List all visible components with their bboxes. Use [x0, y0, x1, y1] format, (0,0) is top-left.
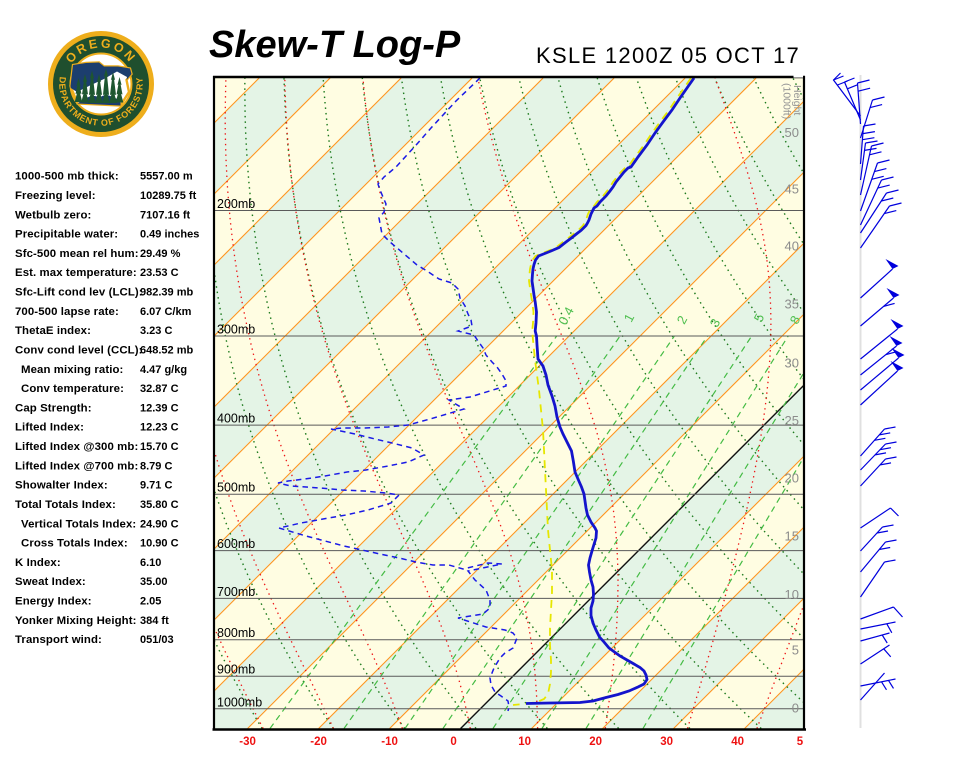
svg-text:25: 25 — [785, 413, 799, 428]
svg-text:982.39 mb: 982.39 mb — [140, 287, 193, 299]
svg-text:ThetaE index:: ThetaE index: — [15, 325, 91, 337]
svg-text:-30: -30 — [239, 736, 256, 748]
svg-text:Mean mixing ratio:: Mean mixing ratio: — [21, 364, 123, 376]
svg-text:Total Totals Index:: Total Totals Index: — [15, 499, 116, 511]
svg-text:45: 45 — [785, 182, 799, 197]
svg-text:Cap Strength:: Cap Strength: — [15, 402, 92, 414]
svg-text:10: 10 — [518, 736, 531, 748]
svg-text:12.23 C: 12.23 C — [140, 422, 179, 434]
svg-text:500mb: 500mb — [217, 481, 255, 495]
svg-text:1000-500 mb thick:: 1000-500 mb thick: — [15, 171, 119, 183]
svg-text:29.49 %: 29.49 % — [140, 248, 181, 260]
svg-text:Sweat Index:: Sweat Index: — [15, 576, 86, 588]
svg-text:40: 40 — [731, 736, 744, 748]
svg-text:10289.75 ft: 10289.75 ft — [140, 190, 197, 202]
svg-text:200mb: 200mb — [217, 197, 255, 211]
svg-text:35: 35 — [785, 297, 799, 312]
svg-text:Freezing level:: Freezing level: — [15, 190, 96, 202]
svg-text:300mb: 300mb — [217, 323, 255, 337]
svg-text:Lifted Index:: Lifted Index: — [15, 422, 84, 434]
svg-text:Lifted Index @300 mb:: Lifted Index @300 mb: — [15, 441, 138, 453]
svg-text:Skew-T Log-P: Skew-T Log-P — [209, 24, 461, 66]
svg-text:Precipitable water:: Precipitable water: — [15, 229, 118, 241]
svg-text:Yonker Mixing Height:: Yonker Mixing Height: — [15, 615, 137, 627]
svg-text:Lifted Index @700 mb:: Lifted Index @700 mb: — [15, 460, 138, 472]
svg-text:Height: Height — [791, 85, 803, 115]
svg-text:20: 20 — [785, 471, 799, 486]
svg-text:8.79 C: 8.79 C — [140, 460, 172, 472]
svg-text:35.00: 35.00 — [140, 576, 168, 588]
svg-text:Energy Index:: Energy Index: — [15, 596, 92, 608]
svg-text:4.47 g/kg: 4.47 g/kg — [140, 364, 187, 376]
svg-text:KSLE 1200Z 05 OCT 17: KSLE 1200Z 05 OCT 17 — [536, 43, 800, 68]
svg-text:0: 0 — [792, 701, 799, 716]
svg-text:5557.00 m: 5557.00 m — [140, 171, 193, 183]
svg-text:30: 30 — [660, 736, 673, 748]
svg-text:700-500 lapse rate:: 700-500 lapse rate: — [15, 306, 119, 318]
svg-text:9.71 C: 9.71 C — [140, 480, 172, 492]
svg-text:10: 10 — [785, 587, 799, 602]
svg-text:648.52 mb: 648.52 mb — [140, 345, 193, 357]
svg-text:(1000ft): (1000ft) — [781, 83, 793, 119]
svg-text:400mb: 400mb — [217, 412, 255, 426]
svg-text:Sfc-Lift cond lev (LCL):: Sfc-Lift cond lev (LCL): — [15, 287, 143, 299]
svg-text:30: 30 — [785, 355, 799, 370]
svg-text:384 ft: 384 ft — [140, 615, 169, 627]
svg-text:Conv temperature:: Conv temperature: — [21, 383, 124, 395]
svg-text:0.4: 0.4 — [555, 304, 577, 327]
svg-text:700mb: 700mb — [217, 585, 255, 599]
svg-text:Vertical Totals Index:: Vertical Totals Index: — [21, 518, 136, 530]
svg-text:Showalter Index:: Showalter Index: — [15, 480, 108, 492]
svg-text:3.23 C: 3.23 C — [140, 325, 172, 337]
svg-text:20: 20 — [589, 736, 602, 748]
svg-text:Cross Totals Index:: Cross Totals Index: — [21, 538, 128, 550]
svg-text:23.53 C: 23.53 C — [140, 267, 179, 279]
svg-text:12.39 C: 12.39 C — [140, 402, 179, 414]
svg-text:5: 5 — [792, 643, 799, 658]
svg-text:0.49 inches: 0.49 inches — [140, 229, 199, 241]
svg-text:1000mb: 1000mb — [217, 695, 262, 709]
svg-text:32.87 C: 32.87 C — [140, 383, 179, 395]
svg-text:K Index:: K Index: — [15, 557, 61, 569]
svg-text:5: 5 — [797, 736, 804, 748]
svg-text:24.90 C: 24.90 C — [140, 518, 179, 530]
svg-text:0: 0 — [450, 736, 456, 748]
svg-text:Sfc-500 mean rel hum:: Sfc-500 mean rel hum: — [15, 248, 139, 260]
svg-text:-20: -20 — [310, 736, 327, 748]
svg-text:15.70 C: 15.70 C — [140, 441, 179, 453]
svg-text:900mb: 900mb — [217, 663, 255, 677]
svg-text:15: 15 — [785, 529, 799, 544]
svg-text:40: 40 — [785, 239, 799, 254]
svg-text:2.05: 2.05 — [140, 596, 161, 608]
svg-text:600mb: 600mb — [217, 537, 255, 551]
svg-text:Transport wind:: Transport wind: — [15, 634, 102, 646]
svg-text:6.07 C/km: 6.07 C/km — [140, 306, 192, 318]
svg-text:800mb: 800mb — [217, 626, 255, 640]
svg-text:10.90 C: 10.90 C — [140, 538, 179, 550]
svg-text:50: 50 — [785, 125, 799, 140]
svg-text:Wetbulb zero:: Wetbulb zero: — [15, 209, 91, 221]
svg-text:35.80 C: 35.80 C — [140, 499, 179, 511]
svg-text:Est. max temperature:: Est. max temperature: — [15, 267, 137, 279]
svg-text:-10: -10 — [381, 736, 398, 748]
svg-text:051/03: 051/03 — [140, 634, 174, 646]
svg-text:7107.16 ft: 7107.16 ft — [140, 209, 190, 221]
svg-text:Conv cond level (CCL):: Conv cond level (CCL): — [15, 345, 143, 357]
svg-text:6.10: 6.10 — [140, 557, 161, 569]
